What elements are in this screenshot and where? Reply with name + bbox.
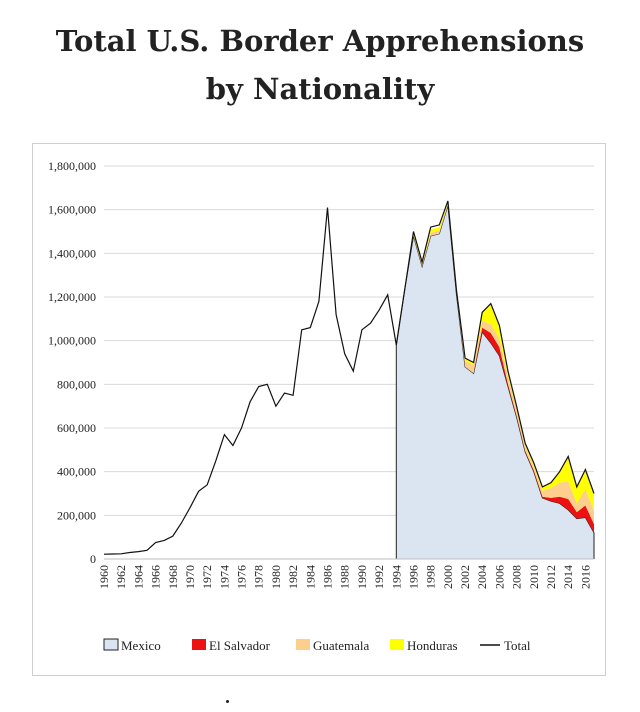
x-tick-label: 1996 (406, 565, 420, 589)
y-tick-label: 1,200,000 (48, 290, 96, 304)
legend-label-total: Total (504, 638, 531, 653)
x-tick-label: 2014 (561, 565, 575, 589)
x-tick-label: 1964 (131, 565, 145, 589)
y-tick-label: 400,000 (57, 465, 96, 479)
y-tick-label: 1,800,000 (48, 159, 96, 173)
x-tick-label: 1988 (338, 565, 352, 589)
x-tick-label: 1974 (217, 565, 231, 589)
x-tick-label: 2006 (492, 565, 506, 589)
x-tick-label: 1982 (286, 565, 300, 589)
y-tick-label: 1,400,000 (48, 246, 96, 260)
legend-label-mexico: Mexico (121, 638, 161, 653)
x-tick-label: 1960 (97, 565, 111, 589)
area-honduras (396, 202, 594, 511)
stray-dot (226, 700, 229, 703)
x-tick-label: 1998 (424, 565, 438, 589)
x-tick-label: 1966 (149, 565, 163, 589)
x-tick-label: 1984 (303, 565, 317, 589)
legend-swatch-guatemala (296, 639, 310, 650)
chart-title-line2: by Nationality (205, 72, 435, 106)
y-tick-label: 1,600,000 (48, 203, 96, 217)
legend-label-honduras: Honduras (407, 638, 458, 653)
x-tick-label: 1978 (252, 565, 266, 589)
x-tick-label: 1972 (200, 565, 214, 589)
x-tick-label: 1986 (321, 565, 335, 589)
x-tick-label: 2002 (458, 565, 472, 589)
legend-label-el-salvador: El Salvador (209, 638, 271, 653)
x-tick-label: 2010 (527, 565, 541, 589)
legend-swatch-el-salvador (192, 639, 206, 650)
y-tick-label: 200,000 (57, 508, 96, 522)
x-tick-label: 2000 (441, 565, 455, 589)
x-tick-label: 1968 (166, 565, 180, 589)
y-tick-label: 800,000 (57, 377, 96, 391)
legend-label-guatemala: Guatemala (313, 638, 370, 653)
series-line-total (103, 200, 595, 555)
legend-swatch-honduras (390, 639, 404, 650)
x-tick-label: 1990 (355, 565, 369, 589)
x-tick-label: 2012 (544, 565, 558, 589)
x-tick-label: 2008 (510, 565, 524, 589)
y-tick-label: 600,000 (57, 421, 96, 435)
x-tick-label: 1992 (372, 565, 386, 589)
x-tick-label: 2016 (578, 565, 592, 589)
y-tick-label: 0 (90, 552, 96, 566)
x-tick-label: 1976 (235, 565, 249, 589)
legend-swatch-mexico (103, 638, 119, 651)
x-tick-label: 2004 (475, 565, 489, 589)
x-tick-label: 1970 (183, 565, 197, 589)
chart-title-line1: Total U.S. Border Apprehensions (55, 24, 585, 58)
x-tick-label: 1962 (114, 565, 128, 589)
area-mexico (396, 205, 594, 560)
y-tick-label: 1,000,000 (48, 334, 96, 348)
x-tick-label: 1980 (269, 565, 283, 589)
x-tick-label: 1994 (389, 565, 403, 589)
